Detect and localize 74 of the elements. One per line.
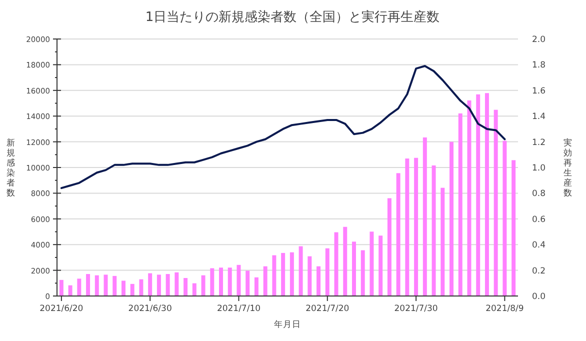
x-tick-label: 2021/6/20	[40, 304, 84, 314]
bar	[360, 250, 365, 296]
x-tick-label: 2021/7/10	[216, 304, 261, 314]
bar	[281, 252, 286, 296]
bar	[263, 266, 268, 296]
y2-tick-label: 0.2	[532, 266, 546, 276]
bar	[94, 275, 99, 296]
bar	[290, 252, 294, 296]
bar	[458, 113, 462, 296]
x-tick-label: 2021/6/30	[128, 304, 172, 314]
bar	[112, 276, 117, 296]
y2-tick-label: 1.4	[532, 112, 546, 122]
bar	[184, 278, 188, 296]
y2-tick-label: 1.6	[532, 86, 546, 96]
bar	[139, 279, 144, 296]
y2-tick-label: 1.0	[532, 164, 546, 174]
bar	[378, 236, 383, 296]
bar	[440, 188, 445, 296]
bar	[219, 268, 224, 296]
bar	[370, 232, 374, 296]
bar	[396, 173, 400, 296]
y2-tick-label: 1.8	[532, 60, 546, 71]
bar	[201, 275, 206, 296]
y2-tick-label: 0.0	[532, 292, 546, 302]
bar	[405, 158, 410, 296]
bar	[166, 274, 170, 296]
x-tick-label: 2021/7/20	[306, 304, 350, 314]
bar	[121, 280, 126, 296]
bar	[432, 165, 436, 296]
bar	[467, 100, 472, 296]
bar	[272, 255, 276, 296]
bar	[476, 94, 480, 296]
bar	[422, 137, 427, 296]
bar	[68, 285, 72, 296]
bar	[387, 198, 392, 296]
y-axis-title: 新規感染者数	[6, 138, 16, 198]
y2-tick-label: 0.8	[532, 189, 546, 200]
y2-tick-label: 0.4	[532, 240, 546, 251]
bar	[156, 274, 161, 296]
bar	[325, 248, 330, 296]
bar	[130, 284, 134, 296]
bar	[254, 277, 258, 296]
bar	[450, 142, 454, 296]
bar	[352, 242, 356, 296]
bar	[298, 246, 303, 296]
bar	[494, 110, 498, 296]
y2-tick-label: 1.2	[532, 138, 546, 148]
x-axis-title: 年月日	[274, 319, 301, 330]
y2-tick-label: 0.6	[532, 214, 546, 225]
bar	[316, 266, 321, 296]
bar	[77, 278, 82, 296]
bar	[246, 270, 250, 296]
bar	[334, 232, 338, 296]
bar	[308, 256, 312, 296]
bar	[512, 160, 516, 296]
bar	[484, 93, 489, 296]
bar	[414, 158, 418, 296]
bar	[148, 273, 152, 296]
y2-tick-label: 2.0	[532, 35, 546, 45]
bar	[59, 280, 64, 296]
chart-title: 1日当たりの新規感染者数（全国）と実行再生産数	[145, 9, 440, 25]
bar	[343, 226, 348, 296]
bar	[86, 274, 90, 296]
bar	[192, 283, 196, 296]
bar	[502, 140, 507, 296]
line-series	[60, 64, 506, 190]
bar	[104, 274, 108, 296]
bar	[236, 264, 241, 296]
x-tick-label: 2021/8/9	[486, 304, 524, 314]
y2-axis-title: 実効再生産数	[564, 138, 572, 198]
x-tick-label: 2021/7/30	[394, 304, 438, 314]
bar	[228, 268, 232, 296]
bar	[174, 272, 179, 296]
bar	[210, 268, 214, 296]
